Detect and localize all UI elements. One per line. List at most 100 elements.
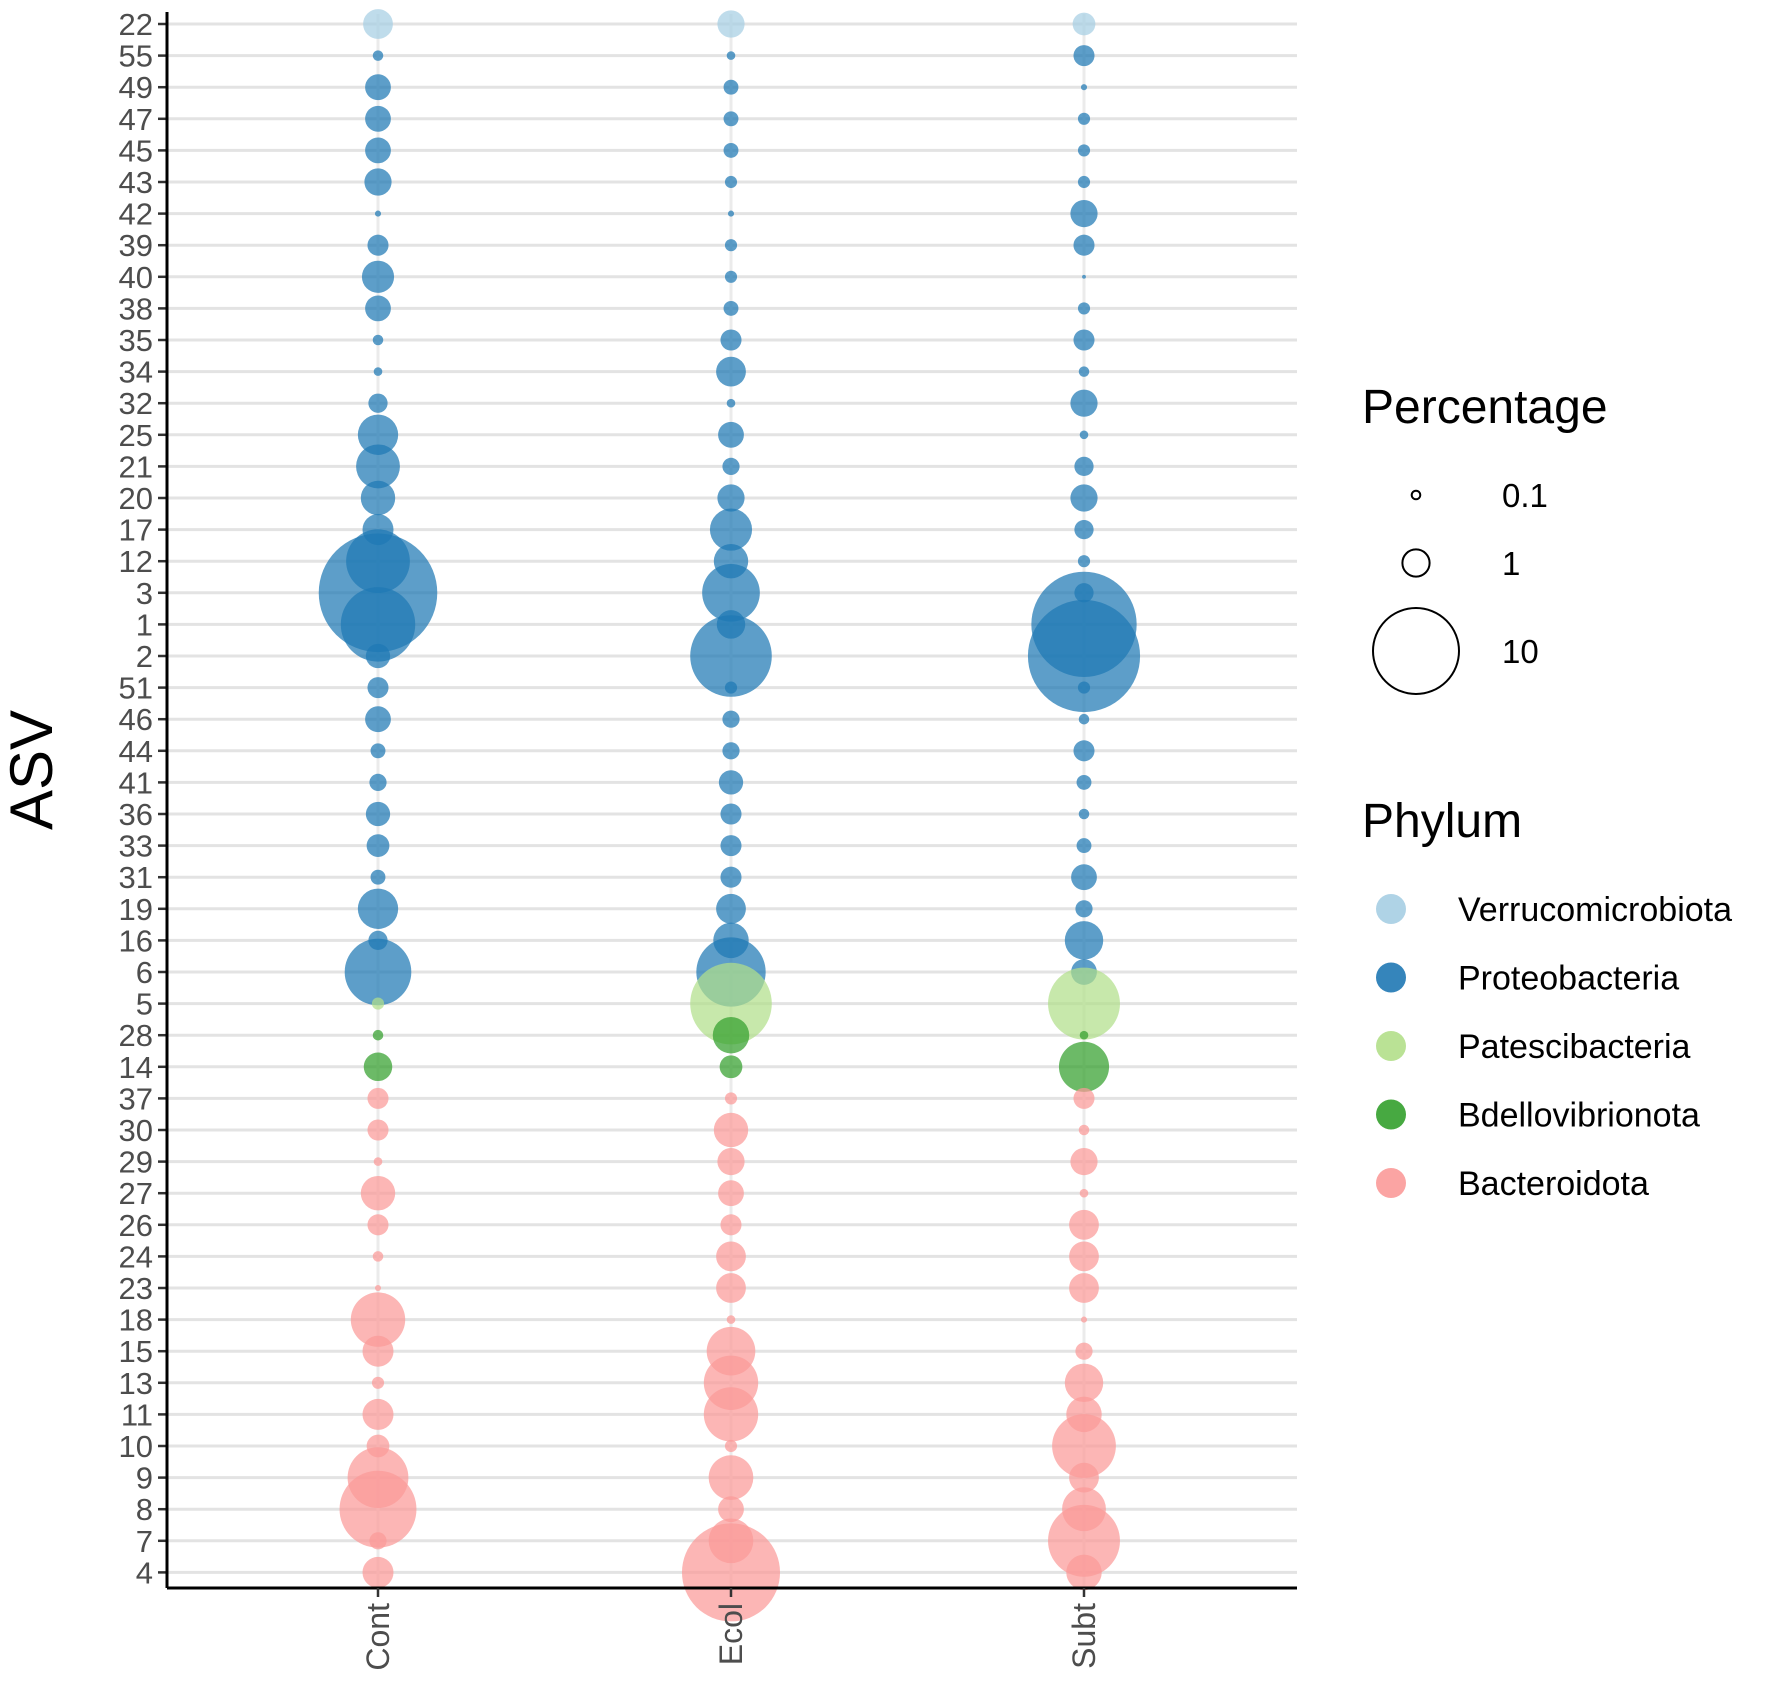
y-tick-label: 16 xyxy=(119,923,153,958)
bubble-ecol-asv-18 xyxy=(726,1315,736,1324)
x-tick-labels: Cont Ecol Subt xyxy=(360,1603,1102,1671)
bubble-subt-asv-49 xyxy=(1080,84,1088,91)
bubble-cont-asv-18 xyxy=(350,1292,406,1347)
bubble-subt-asv-21 xyxy=(1074,456,1094,477)
bubble-subt-asv-12 xyxy=(1077,555,1091,568)
bubble-subt-asv-31 xyxy=(1071,864,1097,891)
y-axis-label: ASV xyxy=(0,710,65,830)
bubble-ecol-asv-3 xyxy=(702,563,760,622)
bubble-subt-asv-30 xyxy=(1078,1124,1090,1136)
bubble-ecol-asv-38 xyxy=(723,300,739,316)
bubble-ecol-asv-29 xyxy=(717,1148,745,1176)
y-tick-label: 41 xyxy=(119,765,153,800)
y-tick-label: 35 xyxy=(119,323,153,358)
bubble-ecol-asv-2 xyxy=(690,615,772,697)
y-tick-label: 33 xyxy=(119,829,153,864)
bubble-subt-asv-47 xyxy=(1077,112,1091,125)
bubble-subt-asv-42 xyxy=(1070,200,1098,228)
legend-size-key xyxy=(1372,607,1460,695)
legend-size-label: 10 xyxy=(1502,633,1539,670)
bubble-ecol-asv-24 xyxy=(716,1241,746,1272)
bubble-cont-asv-11 xyxy=(362,1398,394,1430)
legend-color-items: Verrucomicrobiota Proteobacteria Patesciba… xyxy=(1376,891,1732,1203)
bubble-subt-asv-43 xyxy=(1077,175,1091,189)
y-tick-label: 46 xyxy=(119,702,153,737)
bubble-subt-asv-24 xyxy=(1069,1241,1099,1272)
bubble-subt-asv-34 xyxy=(1078,366,1090,377)
bubble-subt-asv-45 xyxy=(1077,144,1091,157)
bubble-cont-asv-14 xyxy=(363,1052,393,1082)
bubble-cont-asv-22 xyxy=(363,9,393,39)
x-tick-label: Cont xyxy=(360,1603,396,1671)
bubble-cont-asv-49 xyxy=(365,74,391,101)
legend-size-label: 0.1 xyxy=(1502,477,1548,514)
bubble-ecol-asv-11 xyxy=(703,1387,759,1442)
bubble-cont-asv-25 xyxy=(357,414,399,455)
bubble-ecol-asv-44 xyxy=(722,742,740,760)
y-tick-labels: 2255494745434239403835343225212017123125… xyxy=(119,7,153,1590)
y-tick-label: 24 xyxy=(119,1239,153,1274)
bubble-cont-asv-45 xyxy=(365,137,391,164)
bubble-cont-asv-39 xyxy=(367,234,389,256)
bubble-cont-asv-19 xyxy=(357,888,399,929)
bubble-cont-asv-31 xyxy=(370,869,386,885)
legend-color-label: Verrucomicrobiota xyxy=(1458,891,1732,929)
y-tick-label: 28 xyxy=(119,1018,153,1053)
bubble-ecol-asv-46 xyxy=(722,710,740,728)
y-tick-label: 8 xyxy=(136,1492,153,1527)
bubble-subt-asv-2 xyxy=(1027,599,1141,713)
legend-color-key xyxy=(1376,1168,1406,1198)
bubble-ecol-asv-17 xyxy=(709,508,753,551)
bubble-ecol-asv-32 xyxy=(726,398,736,408)
bubble-ecol-asv-19 xyxy=(716,893,746,924)
y-tick-label: 34 xyxy=(119,355,153,390)
bubble-ecol-asv-28 xyxy=(712,1016,750,1054)
y-tick-label: 26 xyxy=(119,1208,153,1243)
bubble-subt-asv-4 xyxy=(1066,1554,1102,1591)
y-tick-label: 32 xyxy=(119,386,153,421)
bubble-subt-asv-19 xyxy=(1075,900,1093,918)
y-tick-label: 7 xyxy=(136,1524,153,1559)
bubble-subt-asv-23 xyxy=(1069,1273,1099,1303)
bubble-ecol-asv-22 xyxy=(717,10,745,38)
bubble-ecol-asv-34 xyxy=(716,356,746,387)
bubble-cont-asv-26 xyxy=(367,1214,389,1236)
bubble-ecol-asv-10 xyxy=(724,1439,738,1453)
bubble-cont-asv-32 xyxy=(368,393,388,413)
legend-color-label: Proteobacteria xyxy=(1458,960,1679,998)
y-tick-label: 14 xyxy=(119,1050,153,1085)
bubble-subt-asv-35 xyxy=(1073,329,1095,351)
y-tick-label: 17 xyxy=(119,513,153,548)
bubble-ecol-asv-51 xyxy=(724,681,738,694)
legend-color-key xyxy=(1376,962,1406,993)
bubble-ecol-asv-41 xyxy=(718,770,744,795)
bubble-subt-asv-38 xyxy=(1077,302,1091,315)
bubble-cont-asv-21 xyxy=(356,444,400,489)
bubble-cont-asv-24 xyxy=(372,1251,384,1262)
y-tick-label: 22 xyxy=(119,7,153,42)
y-tick-label: 39 xyxy=(119,228,153,263)
y-tick-label: 4 xyxy=(136,1555,153,1590)
bubble-subt-asv-14 xyxy=(1058,1041,1110,1092)
bubble-ecol-asv-25 xyxy=(718,421,744,448)
bubble-ecol-asv-8 xyxy=(718,1496,744,1523)
y-tick-label: 51 xyxy=(119,671,153,706)
bubble-cont-asv-28 xyxy=(372,1029,384,1041)
bubble-cont-asv-44 xyxy=(370,743,386,759)
y-tick-label: 36 xyxy=(119,797,153,832)
bubble-marks xyxy=(318,9,1141,1622)
bubble-subt-asv-16 xyxy=(1064,921,1104,960)
legend-color-key xyxy=(1376,894,1406,924)
bubble-cont-asv-13 xyxy=(371,1376,385,1389)
bubble-cont-asv-4 xyxy=(362,1556,394,1588)
bubble-ecol-asv-42 xyxy=(727,210,735,217)
legend-color-label: Bacteroidota xyxy=(1458,1165,1649,1203)
bubble-subt-asv-55 xyxy=(1073,45,1095,67)
bubble-subt-asv-39 xyxy=(1073,234,1095,256)
bubble-ecol-asv-49 xyxy=(723,79,739,95)
y-tick-label: 42 xyxy=(119,197,153,232)
x-tick-label: Subt xyxy=(1066,1603,1102,1669)
bubble-ecol-asv-35 xyxy=(720,329,742,351)
bubble-subt-asv-40 xyxy=(1082,274,1086,279)
legend-color-key xyxy=(1376,1031,1406,1061)
